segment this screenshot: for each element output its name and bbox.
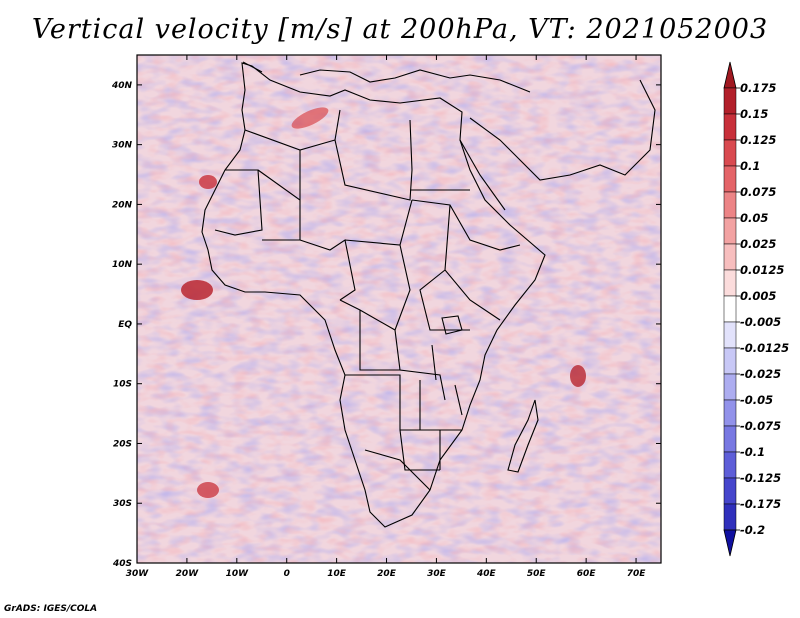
lat-tick-label: 20S xyxy=(113,439,132,449)
ascent-core-indian-ocean xyxy=(570,365,586,387)
colorbar-swatch xyxy=(723,217,737,245)
colorbar-swatch xyxy=(723,87,737,115)
lat-tick-label: 30S xyxy=(113,499,132,509)
lon-tick-label: 30E xyxy=(427,569,447,579)
map-frame xyxy=(136,54,662,564)
colorbar-label: 0.125 xyxy=(740,133,776,147)
colorbar-label: -0.05 xyxy=(740,393,773,407)
lake-tanganyika xyxy=(431,344,437,381)
mediterranean-north-coast xyxy=(242,61,531,93)
colorbar-label: -0.025 xyxy=(740,367,781,381)
field-ascent-noise xyxy=(137,55,661,563)
colorbar-swatch xyxy=(723,451,737,479)
madagascar-coastline xyxy=(507,399,539,473)
lon-tick-label: 20E xyxy=(377,569,397,579)
colorbar-swatch xyxy=(723,139,737,167)
colorbar-label: 0.0125 xyxy=(740,263,784,277)
ascent-core-south-atlantic xyxy=(197,482,219,498)
longitude-axis: 30W 20W 10W 0 10E 20E 30E 40E 50E 60E 70E xyxy=(126,55,646,579)
colorbar-label: -0.005 xyxy=(740,315,781,329)
colorbar-swatch xyxy=(723,347,737,375)
colorbar-label: 0.005 xyxy=(740,289,776,303)
colorbar-swatch xyxy=(723,399,737,427)
colorbar-label: 0.075 xyxy=(740,185,776,199)
lat-tick-label: 10N xyxy=(112,260,133,270)
colorbar-label: 0.175 xyxy=(740,81,776,95)
map-field xyxy=(137,55,661,563)
colorbar: 0.175 0.15 0.125 0.1 0.075 0.05 0.025 0.0125 0.0… xyxy=(723,61,789,557)
credit-label: GrADS: IGES/COLA xyxy=(4,604,98,614)
colorbar-label: -0.2 xyxy=(740,523,765,537)
lon-tick-label: 50E xyxy=(527,569,547,579)
colorbar-label: 0.025 xyxy=(740,237,776,251)
lake-victoria xyxy=(441,315,463,335)
colorbar-swatch xyxy=(723,295,737,323)
colorbar-label: -0.125 xyxy=(740,471,781,485)
colorbar-swatch xyxy=(723,191,737,219)
colorbar-swatch xyxy=(723,165,737,193)
border-west-africa-1 xyxy=(214,169,263,236)
colorbar-top-arrow xyxy=(723,61,737,89)
colorbar-label: -0.1 xyxy=(740,445,765,459)
colorbar-label: -0.075 xyxy=(740,419,781,433)
colorbar-swatch xyxy=(723,373,737,401)
arabian-peninsula-coastline xyxy=(469,79,656,181)
border-southern-1 xyxy=(345,374,462,471)
colorbar-label: 0.15 xyxy=(740,107,768,121)
lat-tick-label: 10S xyxy=(113,380,132,390)
colorbar-swatch xyxy=(723,243,737,271)
border-sahara-north xyxy=(244,109,470,201)
border-east-africa xyxy=(411,199,521,331)
colorbar-label: -0.0125 xyxy=(740,341,789,355)
lon-tick-label: 70E xyxy=(627,569,647,579)
colorbar-label: -0.175 xyxy=(740,497,781,511)
lat-tick-label: 40N xyxy=(111,81,133,91)
lake-malawi xyxy=(454,384,463,416)
latitude-axis: 40N 30N 20N 10N EQ 10S 20S 30S 40S xyxy=(111,81,661,569)
colorbar-swatch xyxy=(723,113,737,141)
border-southern-2 xyxy=(364,430,441,491)
lat-tick-label: 40S xyxy=(112,559,132,569)
lat-tick-label: EQ xyxy=(118,320,132,330)
lon-tick-label: 30W xyxy=(126,569,150,579)
lon-tick-label: 0 xyxy=(284,569,290,579)
ascent-core-gulf-of-guinea xyxy=(181,280,213,300)
chart-title: Vertical velocity [m/s] at 200hPa, VT: 2… xyxy=(31,14,769,45)
colorbar-swatch xyxy=(723,425,737,453)
border-central-1 xyxy=(299,199,413,331)
africa-coastline xyxy=(201,62,546,528)
colorbar-bottom-arrow xyxy=(723,529,737,557)
red-sea-west-coast xyxy=(459,139,506,211)
ascent-core-west-africa xyxy=(199,175,217,189)
ascent-core-north xyxy=(291,107,329,129)
border-congo xyxy=(339,299,446,401)
lon-tick-label: 20W xyxy=(176,569,200,579)
colorbar-swatch xyxy=(723,321,737,349)
lon-tick-label: 40E xyxy=(476,569,497,579)
colorbar-swatch xyxy=(723,503,737,531)
colorbar-swatch xyxy=(723,269,737,297)
lon-tick-label: 60E xyxy=(577,569,597,579)
lon-tick-label: 10E xyxy=(327,569,347,579)
colorbar-swatch xyxy=(723,477,737,505)
border-west-africa-2 xyxy=(257,169,301,241)
colorbar-label: 0.05 xyxy=(740,211,768,225)
colorbar-label: 0.1 xyxy=(740,159,760,173)
coastlines-and-borders xyxy=(201,61,656,528)
lat-tick-label: 30N xyxy=(112,141,133,151)
lon-tick-label: 10W xyxy=(226,569,250,579)
lat-tick-label: 20N xyxy=(112,200,133,210)
